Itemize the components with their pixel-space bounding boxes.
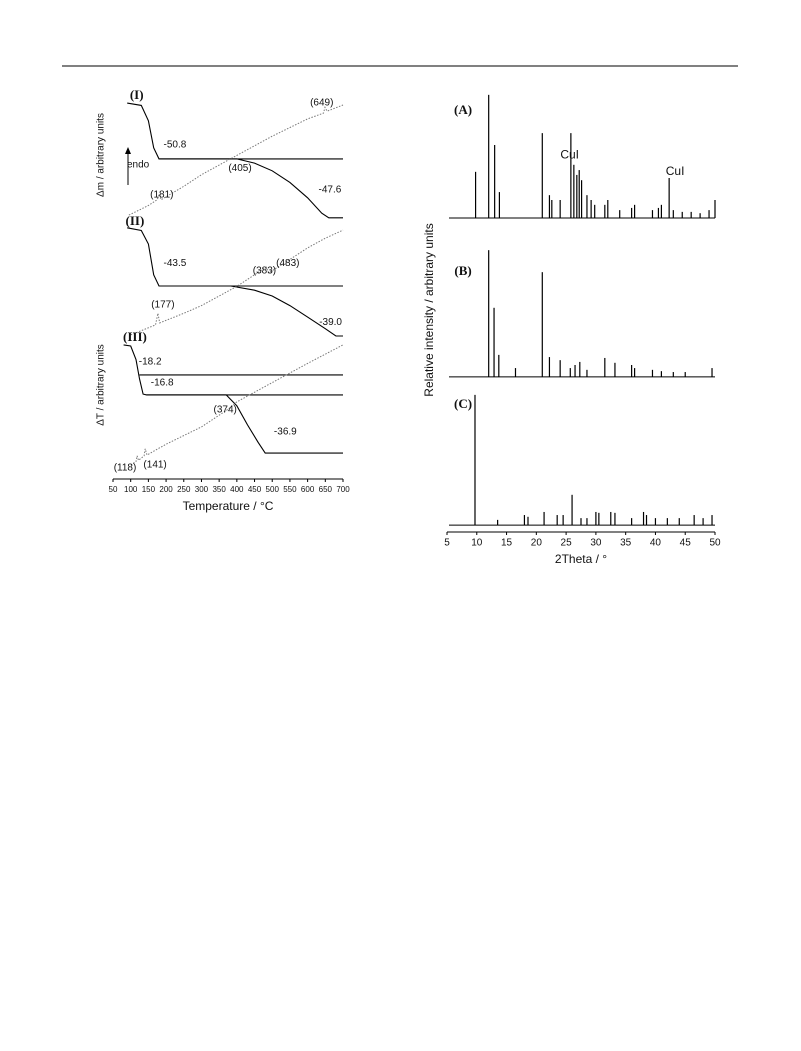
curve	[128, 104, 344, 216]
annotation: -36.9	[274, 427, 297, 438]
annotation: (374)	[213, 405, 236, 416]
x-tick-label: 15	[501, 538, 513, 549]
y-axis-label: Δm / arbitrary units	[96, 113, 107, 197]
x-tick-label: 650	[319, 485, 333, 494]
annotation: (141)	[143, 460, 166, 471]
annotation: -16.8	[151, 378, 174, 389]
annotation: (177)	[151, 299, 174, 310]
annotation: endo	[127, 160, 150, 171]
y-axis-label: Relative intensity / arbitrary units	[422, 223, 436, 396]
annotation: (181)	[150, 190, 173, 201]
curve	[130, 344, 344, 466]
panel-label: (C)	[454, 396, 472, 411]
x-tick-label: 40	[650, 538, 662, 549]
x-tick-label: 700	[336, 485, 350, 494]
panel-label: (A)	[454, 102, 472, 117]
panel-label: (III)	[123, 329, 147, 344]
annotation: -47.6	[319, 185, 342, 196]
annotation: -50.8	[164, 140, 187, 151]
curve	[127, 227, 343, 337]
x-tick-label: 25	[561, 538, 573, 549]
x-tick-label: 50	[709, 538, 721, 549]
x-tick-label: 30	[590, 538, 602, 549]
endo-arrowhead	[125, 147, 131, 154]
x-tick-label: 600	[301, 485, 315, 494]
x-axis-label: Temperature / °C	[183, 499, 274, 513]
x-tick-label: 45	[680, 538, 692, 549]
panel-label: (II)	[126, 213, 145, 228]
annotation: CuI	[560, 147, 579, 161]
x-tick-label: 450	[248, 485, 262, 494]
annotation: (483)	[276, 258, 299, 269]
x-tick-label: 20	[531, 538, 543, 549]
x-tick-label: 150	[142, 485, 156, 494]
x-tick-label: 250	[177, 485, 191, 494]
annotation: -18.2	[139, 356, 162, 367]
x-axis-label: 2Theta / °	[555, 552, 607, 566]
x-tick-label: 10	[471, 538, 483, 549]
annotation: (383)	[253, 266, 276, 277]
annotation: -43.5	[164, 258, 187, 269]
annotation: CuI	[666, 164, 685, 178]
x-tick-label: 300	[195, 485, 209, 494]
curve	[127, 102, 343, 219]
annotation: -39.0	[319, 317, 342, 328]
panel-label: (B)	[454, 263, 471, 278]
panel-label: (I)	[130, 87, 144, 102]
annotation: (118)	[114, 463, 137, 474]
x-tick-label: 400	[230, 485, 244, 494]
x-tick-label: 500	[266, 485, 280, 494]
y-axis-label: ΔT / arbitrary units	[96, 344, 107, 426]
x-tick-label: 35	[620, 538, 632, 549]
annotation: (649)	[310, 98, 333, 109]
annotation: (405)	[228, 163, 251, 174]
x-tick-label: 5	[444, 538, 450, 549]
x-tick-label: 100	[124, 485, 138, 494]
x-tick-label: 50	[109, 485, 118, 494]
x-tick-label: 550	[283, 485, 297, 494]
x-tick-label: 350	[212, 485, 226, 494]
x-tick-label: 200	[159, 485, 173, 494]
